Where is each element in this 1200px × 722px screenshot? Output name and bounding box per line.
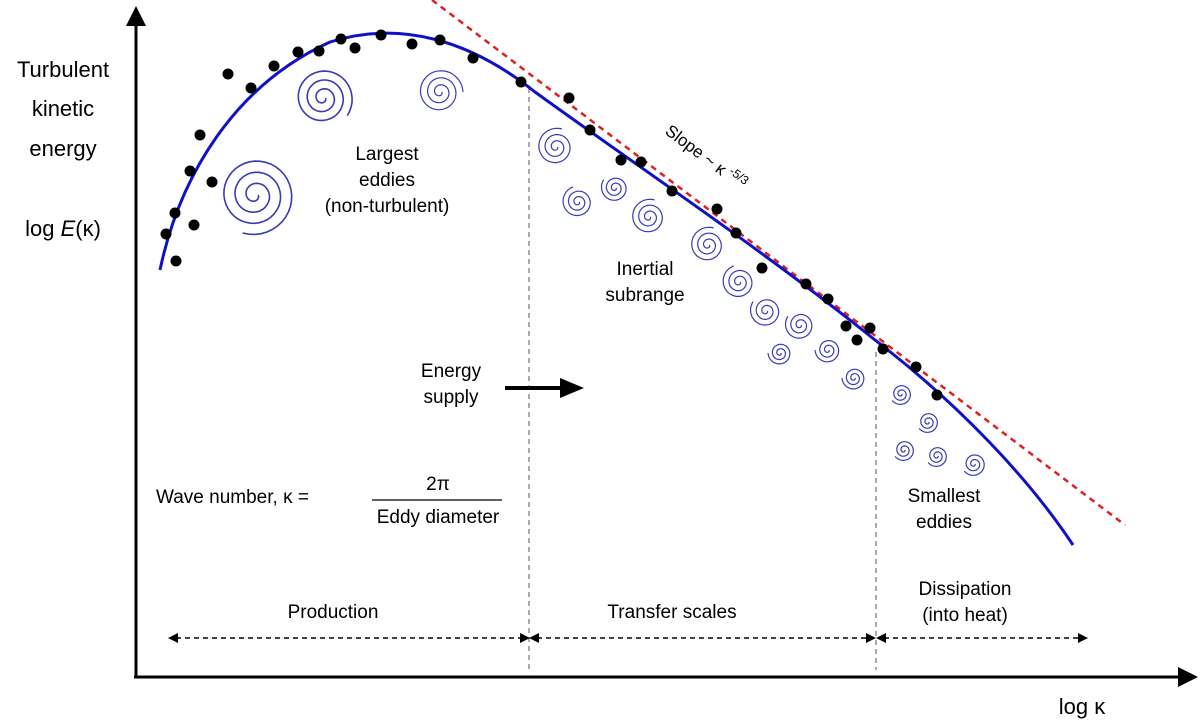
range-production: Production (168, 602, 530, 643)
arrow-right-icon (505, 378, 584, 398)
y-label-line1: Turbulent (17, 57, 109, 82)
data-point (851, 334, 863, 346)
data-point (563, 92, 575, 104)
largest-eddies-line1: Largest (355, 144, 419, 165)
data-point (711, 203, 723, 215)
y-label-suffix: (κ) (75, 216, 101, 241)
data-point (467, 52, 479, 64)
spiral-eddy-icon (562, 186, 591, 217)
largest-eddies-label: Largest eddies (non-turbulent) (325, 144, 450, 217)
data-point (206, 176, 218, 188)
inertial-line1: Inertial (616, 259, 673, 280)
inertial-line2: subrange (605, 285, 684, 306)
energy-supply: Energy supply (421, 361, 584, 408)
range-transfer: Transfer scales (529, 602, 876, 643)
spiral-eddy-icon (750, 299, 780, 326)
data-point (584, 124, 596, 136)
y-axis-arrowhead (126, 6, 146, 26)
range-dissipation-line2: (into heat) (922, 605, 1008, 626)
data-point (222, 68, 234, 80)
range-dissipation-line1: Dissipation (919, 579, 1012, 600)
spiral-eddy-icon (891, 385, 911, 406)
eddy-spirals (223, 70, 985, 476)
data-point (615, 154, 627, 166)
slope-label: Slope ~ κ-5/3 (662, 119, 752, 195)
data-point (931, 389, 943, 401)
wave-number-numerator: 2π (426, 474, 450, 495)
range-dissipation: Dissipation (into heat) (876, 579, 1088, 643)
largest-eddies-line2: eddies (359, 170, 415, 191)
energy-supply-line1: Energy (421, 361, 482, 382)
wave-number-formula: Wave number, κ = 2π Eddy diameter (156, 474, 502, 528)
smallest-eddies-line2: eddies (916, 512, 972, 533)
data-point (245, 82, 257, 94)
spiral-eddy-icon (691, 226, 722, 261)
y-label-line4: log E(κ) (25, 216, 101, 241)
data-point (822, 293, 834, 305)
data-point (292, 46, 304, 58)
data-point (194, 129, 206, 141)
spiral-eddy-icon (722, 265, 753, 297)
x-axis-label: log κ (1059, 694, 1106, 719)
data-point (840, 320, 852, 332)
data-point (188, 219, 200, 231)
spiral-eddy-icon (600, 177, 627, 201)
spiral-eddy-icon (927, 447, 947, 468)
spiral-eddy-icon (784, 313, 813, 339)
data-point (756, 262, 768, 274)
spiral-eddy-icon (632, 198, 663, 233)
data-point (515, 76, 527, 88)
range-transfer-label: Transfer scales (607, 602, 736, 623)
data-point (434, 34, 446, 46)
spiral-eddy-icon (894, 441, 914, 462)
spiral-eddy-icon (918, 413, 938, 434)
data-point (666, 185, 678, 197)
spiral-eddy-icon (538, 127, 571, 164)
slope-prefix: Slope ~ κ (662, 121, 731, 179)
data-point (184, 165, 196, 177)
data-point (313, 45, 325, 57)
data-point (375, 29, 387, 41)
wave-number-denominator: Eddy diameter (377, 507, 500, 528)
data-point (406, 38, 418, 50)
measured-points (160, 29, 943, 401)
smallest-eddies-label: Smallest eddies (908, 486, 982, 533)
spiral-eddy-icon (841, 368, 865, 390)
largest-eddies-line3: (non-turbulent) (325, 196, 450, 217)
data-point (635, 156, 647, 168)
smallest-eddies-line1: Smallest (908, 486, 982, 507)
x-axis-arrowhead (1178, 667, 1198, 687)
data-point (730, 227, 742, 239)
range-production-label: Production (288, 602, 379, 623)
data-point (349, 42, 361, 54)
slope-exponent: -5/3 (727, 164, 752, 188)
y-label-line3: energy (29, 136, 96, 161)
data-point (169, 207, 181, 219)
y-label-prefix: log (25, 216, 60, 241)
data-point (864, 322, 876, 334)
spiral-eddy-icon (963, 454, 985, 476)
data-point (800, 278, 812, 290)
y-label-italic: E (61, 216, 76, 241)
slope-reference-line (431, 0, 1126, 526)
spiral-eddy-icon (223, 160, 293, 236)
data-point (877, 343, 889, 355)
data-point (268, 60, 280, 72)
spiral-eddy-icon (297, 70, 353, 122)
y-axis-label: Turbulent kinetic energy log E(κ) (17, 57, 109, 241)
data-point (160, 228, 172, 240)
spiral-eddy-icon (419, 70, 464, 111)
data-point (335, 33, 347, 45)
spiral-eddy-icon (814, 340, 840, 363)
energy-supply-line2: supply (424, 387, 479, 408)
data-point (910, 361, 922, 373)
y-label-line2: kinetic (32, 96, 94, 121)
inertial-subrange-label: Inertial subrange (605, 259, 684, 306)
spiral-eddy-icon (767, 343, 791, 365)
wave-number-lhs: Wave number, κ = (156, 487, 309, 508)
axes (126, 6, 1198, 687)
data-point (170, 255, 182, 267)
